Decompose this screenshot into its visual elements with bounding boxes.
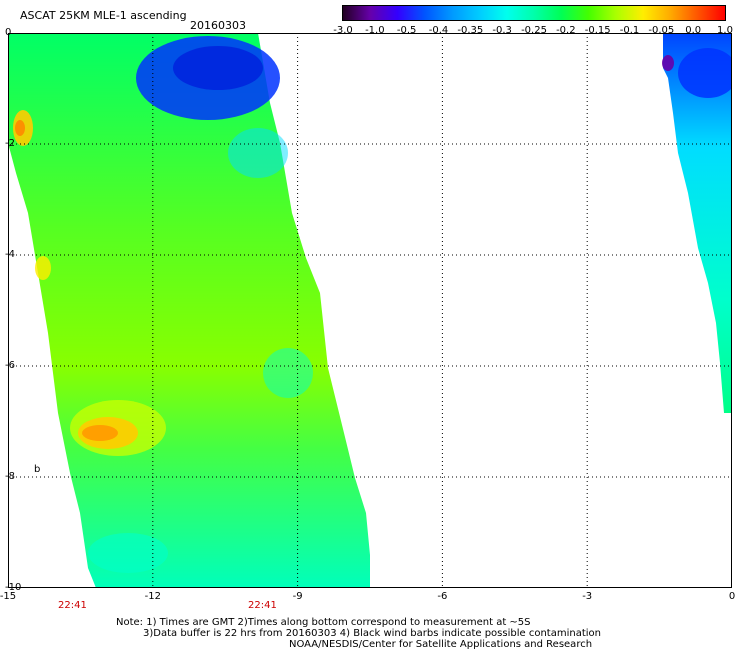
cyan-patch-south bbox=[88, 533, 168, 573]
x-tick-label: -15 bbox=[0, 591, 17, 602]
x-tick-label: -12 bbox=[144, 591, 161, 602]
x-tick-label: 0 bbox=[728, 591, 736, 602]
orange-patch bbox=[82, 425, 118, 441]
deep-blue-patch bbox=[173, 46, 263, 90]
swath-time-label-2: 22:41 bbox=[248, 600, 277, 611]
marker-letter: b bbox=[34, 464, 41, 475]
y-tick-label: -4 bbox=[5, 249, 15, 260]
colorbar-tick-label: -0.2 bbox=[556, 25, 576, 36]
colorbar-tick-label: -0.1 bbox=[619, 25, 640, 36]
x-tick-label: -3 bbox=[582, 591, 593, 602]
cyan-patch-east bbox=[263, 348, 313, 398]
y-tick-label: -2 bbox=[5, 138, 15, 149]
colorbar-tick-label: -0.5 bbox=[396, 25, 417, 36]
colorbar bbox=[342, 5, 726, 21]
map-frame bbox=[8, 33, 732, 588]
colorbar-tick-label: 0.0 bbox=[685, 25, 702, 36]
swath-time-label-1: 22:41 bbox=[58, 600, 87, 611]
note-line-1: Note: 1) Times are GMT 2)Times along bot… bbox=[116, 617, 531, 628]
cyan-patch bbox=[228, 128, 288, 178]
colorbar-tick-label: -3.0 bbox=[333, 25, 353, 36]
colorbar-tick-label: -0.05 bbox=[648, 25, 675, 36]
y-tick-label: -10 bbox=[5, 582, 22, 593]
orange-spot-north bbox=[15, 120, 25, 136]
yellow-spot-west bbox=[35, 256, 51, 280]
colorbar-tick-label: -0.35 bbox=[457, 25, 484, 36]
x-tick-label: -6 bbox=[437, 591, 448, 602]
note-line-3: NOAA/NESDIS/Center for Satellite Applica… bbox=[289, 639, 593, 650]
colorbar-tick-label: 1.0 bbox=[717, 25, 733, 36]
colorbar-tick-label: -0.15 bbox=[584, 25, 611, 36]
map-title: ASCAT 25KM MLE-1 ascending bbox=[20, 9, 187, 22]
map-date: 20160303 bbox=[190, 19, 246, 32]
y-tick-label: -6 bbox=[5, 360, 15, 371]
y-tick-label: -8 bbox=[5, 471, 15, 482]
right-blue-patch bbox=[678, 48, 732, 98]
colorbar-tick-label: -0.25 bbox=[521, 25, 547, 36]
map-plot bbox=[8, 33, 732, 588]
right-swath bbox=[663, 33, 732, 413]
colorbar-tick-label: -0.3 bbox=[492, 25, 512, 36]
colorbar-tick-label: -0.4 bbox=[428, 25, 449, 36]
y-tick-label: 0 bbox=[5, 27, 12, 38]
colorbar-tick-label: -1.0 bbox=[365, 25, 385, 36]
note-line-2: 3)Data buffer is 22 hrs from 20160303 4)… bbox=[143, 628, 601, 639]
right-violet-spot bbox=[662, 55, 674, 71]
x-tick-label: -9 bbox=[292, 591, 303, 602]
